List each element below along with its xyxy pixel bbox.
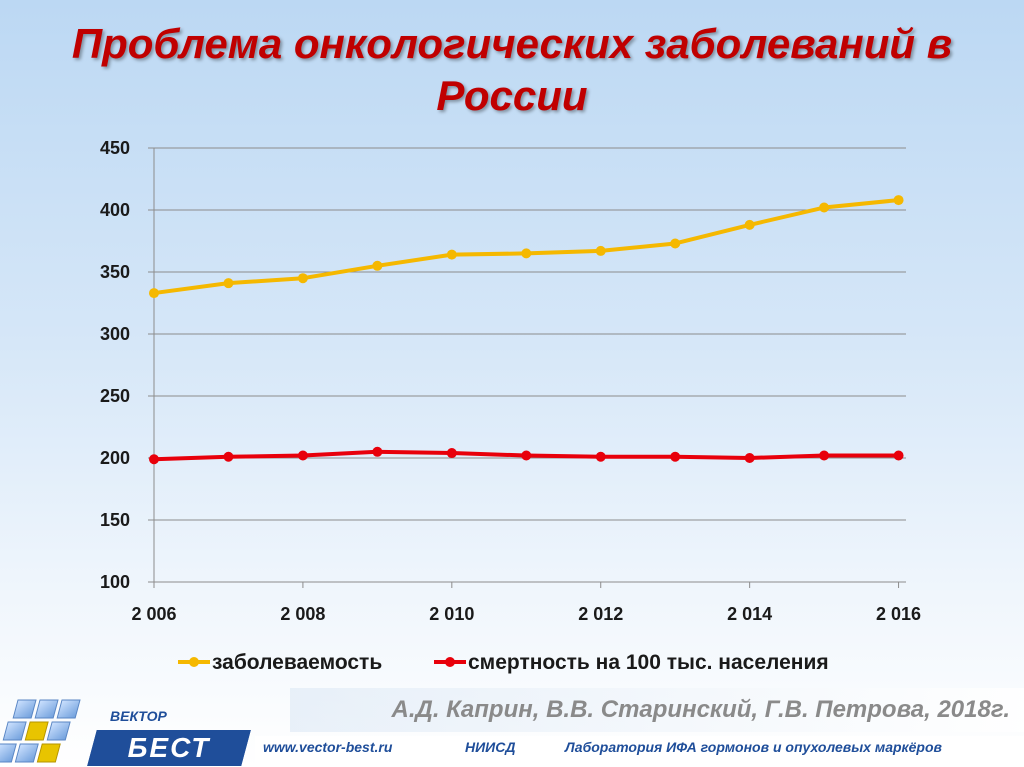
data-point-0 (670, 238, 681, 249)
x-tick-label: 2 012 (578, 604, 623, 624)
legend-marker-0 (189, 657, 199, 667)
x-tick-label: 2 010 (429, 604, 474, 624)
y-tick-label: 100 (100, 572, 130, 592)
x-tick-label: 2 014 (727, 604, 772, 624)
legend-label-1: смертность на 100 тыс. населения (468, 651, 829, 674)
slide-title: Проблема онкологических заболеваний в Ро… (71, 20, 953, 119)
x-tick-label: 2 008 (280, 604, 325, 624)
org-name: НИИСД (465, 739, 516, 755)
data-point-1 (893, 450, 904, 461)
logo-text-best: БЕСТ (87, 730, 251, 766)
data-point-0 (893, 195, 904, 206)
website-link[interactable]: www.vector-best.ru (263, 739, 393, 755)
x-axis-tick-labels: 2 006 2 008 2 010 2 012 2 014 2 016 (131, 604, 921, 624)
data-point-0 (297, 273, 308, 284)
data-point-1 (744, 453, 755, 463)
data-point-1 (521, 450, 532, 461)
data-point-1 (223, 451, 234, 462)
data-point-0 (372, 260, 383, 271)
vector-best-logo-icon (0, 699, 81, 763)
x-tick-label: 2 016 (876, 604, 921, 624)
bottom-info-bar: www.vector-best.ru НИИСД Лаборатория ИФА… (255, 736, 1024, 762)
series-lines (149, 195, 904, 465)
data-point-1 (670, 451, 681, 462)
data-point-0 (446, 249, 457, 260)
line-chart: 100 150 200 250 300 350 400 450 2 006 2 008 2 010… (100, 138, 921, 674)
data-point-0 (223, 278, 234, 289)
data-point-1 (372, 446, 383, 457)
y-tick-label: 150 (100, 510, 130, 530)
chart-axes (148, 147, 906, 588)
y-tick-label: 200 (100, 448, 130, 468)
legend-marker-1 (445, 657, 455, 667)
series-line-0 (153, 198, 899, 296)
lab-name: Лаборатория ИФА гормонов и опухолевых ма… (565, 739, 942, 755)
data-point-0 (521, 248, 532, 259)
y-axis-tick-labels: 100 150 200 250 300 350 400 450 (100, 138, 130, 592)
data-point-0 (744, 219, 755, 230)
x-tick-label: 2 006 (131, 604, 176, 624)
y-tick-label: 350 (100, 262, 130, 282)
data-point-1 (149, 454, 159, 465)
data-point-1 (297, 450, 308, 461)
y-tick-label: 300 (100, 324, 130, 344)
legend-label-0: заболеваемость (212, 651, 382, 674)
y-tick-label: 250 (100, 386, 130, 406)
y-tick-label: 400 (100, 200, 130, 220)
footer: ВЕКТОР БЕСТ А.Д. Каприн, В.В. Старинский… (0, 688, 1024, 767)
data-point-1 (819, 450, 830, 461)
citation-band: А.Д. Каприн, В.В. Старинский, Г.В. Петро… (290, 688, 1024, 732)
chart-legend: заболеваемость смертность на 100 тыс. нас… (178, 651, 829, 674)
citation-text: А.Д. Каприн, В.В. Старинский, Г.В. Петро… (391, 696, 1011, 723)
data-point-1 (595, 451, 606, 462)
data-point-0 (595, 245, 606, 256)
y-tick-label: 450 (100, 138, 130, 158)
data-point-0 (819, 202, 830, 213)
data-point-0 (149, 288, 159, 299)
chart-gridlines (154, 147, 906, 521)
logo-text-vector: ВЕКТОР (110, 708, 167, 724)
data-point-1 (446, 448, 457, 459)
